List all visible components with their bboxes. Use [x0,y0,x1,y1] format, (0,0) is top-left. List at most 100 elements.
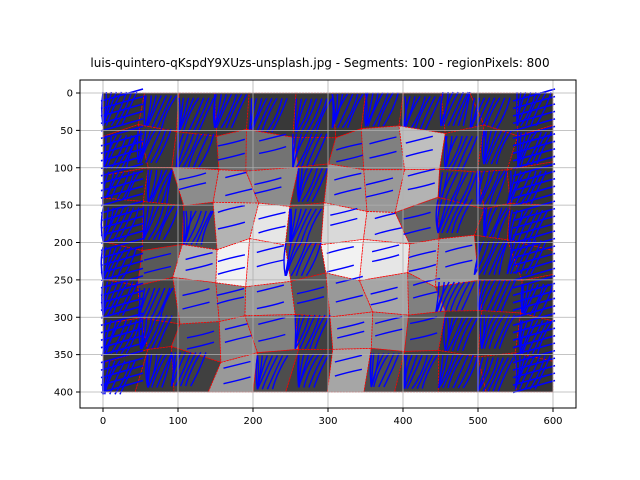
flow-line [412,277,441,286]
flow-line [304,314,321,350]
flow-line [336,154,364,163]
flow-line [151,353,168,388]
flow-line [521,209,539,244]
flow-line [403,226,431,235]
segment [170,321,222,363]
flow-line [147,353,153,388]
flow-line [217,204,246,213]
segment [407,238,440,288]
flow-line [481,314,495,349]
flow-line [212,94,217,129]
flow-line [370,297,398,306]
flow-line [295,208,312,243]
segment [290,272,331,318]
flow-line [254,186,282,195]
flow-line [408,263,437,272]
flow-line [512,103,556,117]
grid-lines [80,80,576,408]
flow-line [477,357,494,392]
flow-line [407,182,436,191]
flow-line [223,360,251,369]
flow-line [261,97,278,133]
flow-line [306,167,324,203]
flow-line [483,240,500,275]
flow-line [456,316,474,352]
flow-line [456,199,473,234]
flow-line [305,208,323,243]
flow-line [100,185,144,199]
flow-line [156,169,173,204]
flow-line [195,210,213,245]
flow-line [330,217,358,226]
y-tick-label: 50 [60,126,73,137]
segment [370,311,410,352]
flow-line [532,283,550,318]
flow-line [256,245,284,254]
flow-line [525,91,542,127]
flow-line [451,316,469,352]
flow-line [100,88,144,102]
flow-line [489,279,507,314]
y-tick-label: 150 [54,201,73,212]
flow-line [147,353,163,388]
flow-line [334,354,363,363]
flow-line [456,135,473,170]
flow-line [440,91,454,126]
flow-line [185,262,213,271]
flow-line [478,170,496,205]
flow-line [414,96,431,131]
flow-line [223,376,251,385]
flow-line [110,319,127,354]
flow-line [290,208,307,243]
flow-line [100,118,144,132]
flow-line [510,170,527,205]
flow-line [155,95,173,130]
flow-line [100,372,144,386]
flow-line [136,129,139,163]
flow-line [217,221,246,230]
flow-line [182,97,200,132]
y-tick-label: 100 [54,163,73,174]
flow-line [296,286,325,295]
flow-line [216,296,245,305]
flow-line [371,254,400,263]
flow-line [365,177,394,186]
flow-line [185,252,213,261]
flow-line [512,170,556,184]
flow-line [217,254,246,263]
flow-line [494,279,512,314]
flow-line [512,342,556,356]
flow-line [295,98,308,133]
flow-line [364,92,374,127]
flow-line [145,128,162,164]
segment [327,128,365,171]
flow-line [110,91,128,126]
x-tick-label: 600 [543,416,562,427]
segment [171,131,220,171]
flow-line [258,133,287,142]
flow-line [152,206,170,241]
flow-line [512,110,556,125]
flow-line [335,294,363,303]
flow-line [487,357,504,392]
flow-line [313,353,330,388]
x-tick-label: 300 [318,416,337,427]
flow-line [437,354,449,389]
flow-line [461,135,479,170]
flow-line [100,334,144,349]
flow-line [365,189,394,198]
flow-line [374,227,402,236]
segment [434,279,483,316]
flow-line [451,199,468,234]
flow-line [476,170,491,205]
x-tick-label: 200 [243,416,262,427]
flow-line [405,135,433,144]
flow-line [512,88,556,102]
flow-line [337,330,365,339]
flow-line [295,133,313,168]
segment-region [170,321,222,363]
flow-line [462,91,471,126]
flow-line [258,316,286,325]
flow-line [483,130,498,165]
flow-line [100,267,144,282]
